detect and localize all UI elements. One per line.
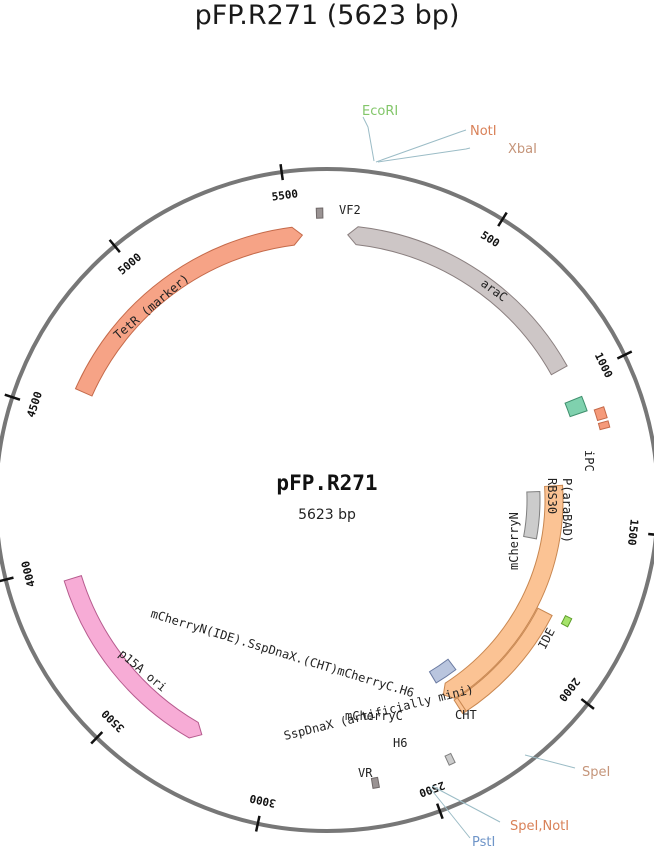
tick-mark — [4, 393, 21, 401]
tick-mark — [279, 164, 284, 181]
tick-label: 2500 — [417, 778, 446, 799]
feature-parabad — [593, 406, 608, 422]
label-ipc: iPC — [582, 450, 596, 472]
feature-vr — [370, 776, 380, 789]
tick-label: 3500 — [99, 707, 127, 735]
label-parabad: P(araBAD) — [560, 478, 574, 543]
feature-ipc — [564, 395, 588, 418]
feature-araC — [347, 226, 568, 376]
label-rbs30: RBS30 — [545, 478, 559, 514]
label-sspdnax: SspDnaX (artificially mini) — [282, 682, 475, 743]
site-xbai: XbaI — [508, 142, 537, 157]
label-mcherryn: mCherryN — [507, 512, 521, 570]
tick-mark — [90, 731, 104, 745]
backbone-circle — [0, 167, 654, 833]
feature-p15a — [63, 574, 203, 739]
center-plasmid-size: 5623 bp — [298, 507, 356, 523]
tick-label: 2000 — [556, 675, 583, 704]
feature-mcherry_full — [442, 484, 564, 699]
center-plasmid-name: pFP.R271 — [276, 471, 377, 495]
tick-label: 1000 — [592, 351, 615, 381]
label-vr: VR — [358, 766, 373, 780]
tick-label: 5000 — [115, 251, 144, 278]
site-noti: NotI — [470, 124, 497, 139]
tick-mark — [0, 576, 14, 583]
label-h6: H6 — [393, 736, 407, 750]
site-psti: PstI — [472, 835, 495, 848]
site-spei-noti: SpeI,NotI — [510, 819, 569, 834]
label-mcherry-full: mCherryN(IDE).SspDnaX.(CHT)mCherryC.H6 — [149, 606, 416, 700]
tick-mark — [254, 815, 261, 832]
feature-tetr — [74, 226, 304, 397]
site-lines — [362, 116, 576, 839]
label-tetr: TetR (marker) — [111, 271, 192, 342]
tick-mark — [580, 698, 595, 710]
tick-mark — [108, 239, 121, 253]
tick-label: 500 — [478, 228, 502, 250]
tick-mark — [435, 803, 444, 820]
feature-vf2 — [315, 207, 324, 219]
site-ecori: EcoRI — [362, 104, 398, 119]
feature-mcherryc — [428, 658, 457, 684]
tick-label: 5500 — [271, 187, 299, 204]
feature-ide — [560, 615, 573, 628]
feature-layer — [63, 207, 611, 789]
tick-label: 4500 — [24, 390, 45, 419]
tick-label: 3000 — [248, 792, 277, 810]
map-title: pFP.R271 (5623 bp) — [194, 0, 460, 31]
tick-mark — [616, 350, 633, 360]
feature-rbs30 — [597, 420, 611, 431]
label-vf2: VF2 — [339, 203, 361, 217]
feature-cht — [453, 697, 467, 715]
feature-mcherryn — [523, 490, 541, 540]
label-mcherryc: mCherryC — [345, 709, 403, 723]
tick-mark — [497, 211, 508, 227]
tick-label: 4000 — [19, 559, 38, 588]
tick-label: 1500 — [625, 518, 641, 546]
label-cht: CHT — [455, 708, 477, 722]
site-spei: SpeI — [582, 765, 610, 780]
feature-h6 — [444, 752, 456, 766]
tick-mark — [648, 532, 654, 536]
